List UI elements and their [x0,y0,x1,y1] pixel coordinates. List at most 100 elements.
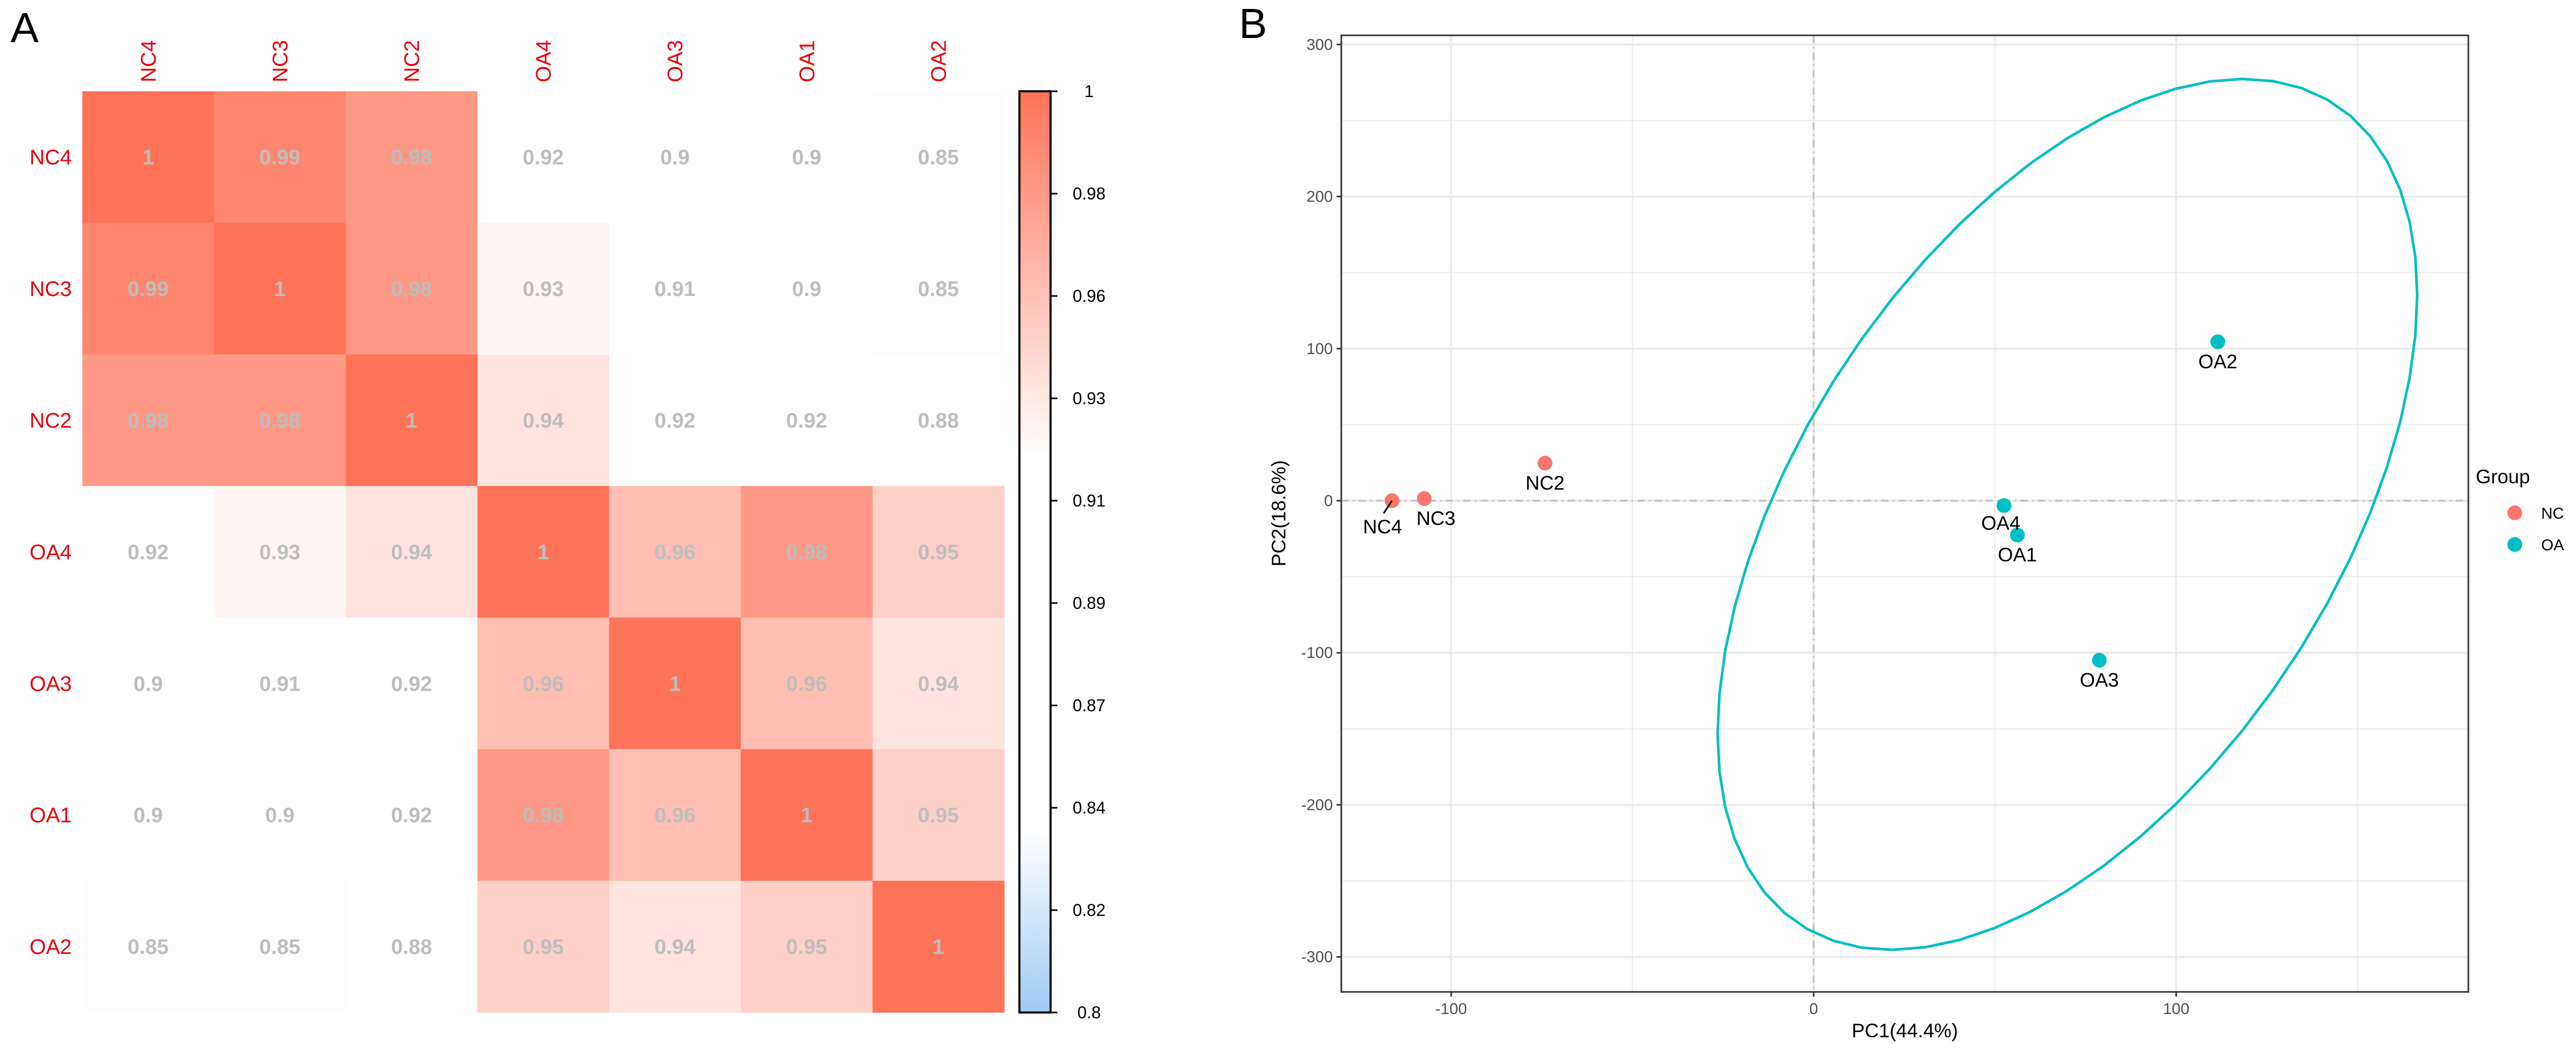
heatmap-cell-value: 1 [932,935,944,959]
heatmap-row-label: NC3 [30,278,72,301]
heatmap-cell-value: 1 [406,409,417,433]
heatmap-row-label: NC4 [30,146,72,169]
heatmap-cell-value: 0.98 [128,409,169,433]
heatmap-cell [609,354,741,486]
heatmap-cell [741,354,873,486]
colorbar-tick-label: 0.96 [1073,286,1105,305]
heatmap-cell [82,91,215,223]
heatmap-cell-value: 0.94 [523,409,565,433]
heatmap-cell-value: 0.98 [786,541,827,564]
heatmap-cell-value: 0.94 [918,672,959,695]
heatmap-cell [82,354,215,486]
heatmap-cell-value: 0.85 [918,146,959,169]
x-axis-title: PC1(44.4%) [1852,1020,1958,1042]
pca-points [1385,334,2226,668]
heatmap-cell-value: 1 [142,146,154,169]
oa-confidence-ellipse [1716,78,2419,951]
pca-axes: -100 0 100 300 200 100 0 -100 -200 -300 [1301,36,2189,1018]
heatmap-cell-value: 0.96 [654,804,695,827]
heatmap-cell-value: 0.85 [918,278,959,301]
heatmap-cell [346,749,478,881]
heatmap-cell [741,91,873,223]
correlation-heatmap: 1 0.99 0.98 0.92 0.9 0.9 0.850.99 1 0.98 0.93 0.91… [30,40,1005,1013]
pca-point-label: OA1 [1998,544,2037,566]
heatmap-cell-value: 0.91 [259,672,300,695]
colorbar-ticks: 1 0.98 0.96 0.93 0.91 0.89 0.87 0.84 0.82 0.8 [1051,82,1105,1022]
heatmap-cell [477,617,609,750]
heatmap-cell [609,91,741,223]
pca-gridlines [1341,35,2468,992]
heatmap-cell [872,223,1005,355]
heatmap-cell [741,881,873,1013]
heatmap-cell-value: 0.88 [391,935,432,959]
y-axis-tick-label: -300 [1301,949,1333,966]
heatmap-cell [346,91,478,223]
heatmap-cell [872,881,1005,1013]
heatmap-cell [872,486,1005,618]
heatmap-col-label: OA4 [532,40,556,82]
heatmap-cell [82,881,215,1013]
legend-key-oa [2507,537,2522,552]
heatmap-cell-value: 0.9 [133,804,163,827]
heatmap-cell-value: 0.95 [918,541,959,564]
legend-title: Group [2476,466,2530,488]
y-axis-tick-label: -100 [1301,644,1333,662]
heatmap-cell [477,223,609,355]
heatmap-cell [214,881,346,1013]
heatmap-cell-value: 0.9 [792,278,822,301]
heatmap-cell [214,354,346,486]
heatmap-cell [477,881,609,1013]
heatmap-cell [214,223,346,355]
heatmap-cell [477,91,609,223]
heatmap-row-labels: NC4 NC3 NC2 OA4 OA3 OA1 OA2 [30,146,72,959]
plot-border [1340,34,2469,993]
heatmap-cell-value: 0.88 [918,409,959,433]
heatmap-col-label: OA3 [664,40,687,82]
label-leader-line [1382,500,1393,514]
heatmap-row-label: OA1 [30,804,72,827]
heatmap-cell [477,749,609,881]
heatmap-cell-value: 0.9 [792,146,822,169]
heatmap-col-label: NC2 [400,40,424,82]
heatmap-cell-value: 0.96 [786,672,827,695]
heatmap-cell [609,749,741,881]
heatmap-cell [82,223,215,355]
heatmap-cell [872,617,1005,750]
heatmap-cell-value: 0.92 [523,146,564,169]
heatmap-cell-value: 0.9 [660,146,690,169]
heatmap-cell-value: 0.95 [786,935,827,959]
y-axis-tick-label: 0 [1324,492,1333,510]
heatmap-cell-value: 0.95 [523,935,564,959]
heatmap-cell-value: 0.92 [391,672,432,695]
x-axis-tick-label: 100 [2163,1000,2189,1018]
heatmap-cell [477,486,609,618]
pca-point-nc3 [1417,491,1432,506]
colorbar-tick-label: 1 [1084,82,1094,101]
heatmap-row-label: OA4 [30,541,72,564]
pca-point-label: OA3 [2080,669,2119,691]
heatmap-col-label: OA2 [927,40,950,82]
pca-point-labels: NC4 NC3 NC2 OA4 OA1 OA3 OA2 [1363,351,2237,691]
pca-plot: NC4 NC3 NC2 OA4 OA1 OA3 OA2 -100 0 100 300 200 100 0… [1268,34,2469,1042]
legend-label: NC [2541,505,2564,522]
colorbar-tick-label: 0.87 [1073,696,1105,715]
heatmap-cell [741,749,873,881]
heatmap-cell [609,617,741,750]
heatmap-col-label: NC3 [269,40,292,82]
heatmap-cell [741,617,873,750]
pca-point-oa2 [2210,334,2226,349]
pca-point-label: NC4 [1363,516,1402,538]
heatmap-cell [82,617,215,750]
heatmap-cell [214,749,346,881]
heatmap-cell [346,617,478,750]
heatmap-cell-value: 0.85 [259,935,300,959]
pca-point-label: OA2 [2198,351,2237,372]
pca-point-label: OA4 [1981,512,2020,534]
heatmap-cell-value: 0.94 [391,541,433,564]
heatmap-cell-value: 0.96 [523,672,564,695]
heatmap-cell [214,617,346,750]
heatmap-cell-value: 0.99 [259,146,300,169]
heatmap-row-label: OA3 [30,672,72,695]
heatmap-cell-value: 1 [669,672,681,695]
